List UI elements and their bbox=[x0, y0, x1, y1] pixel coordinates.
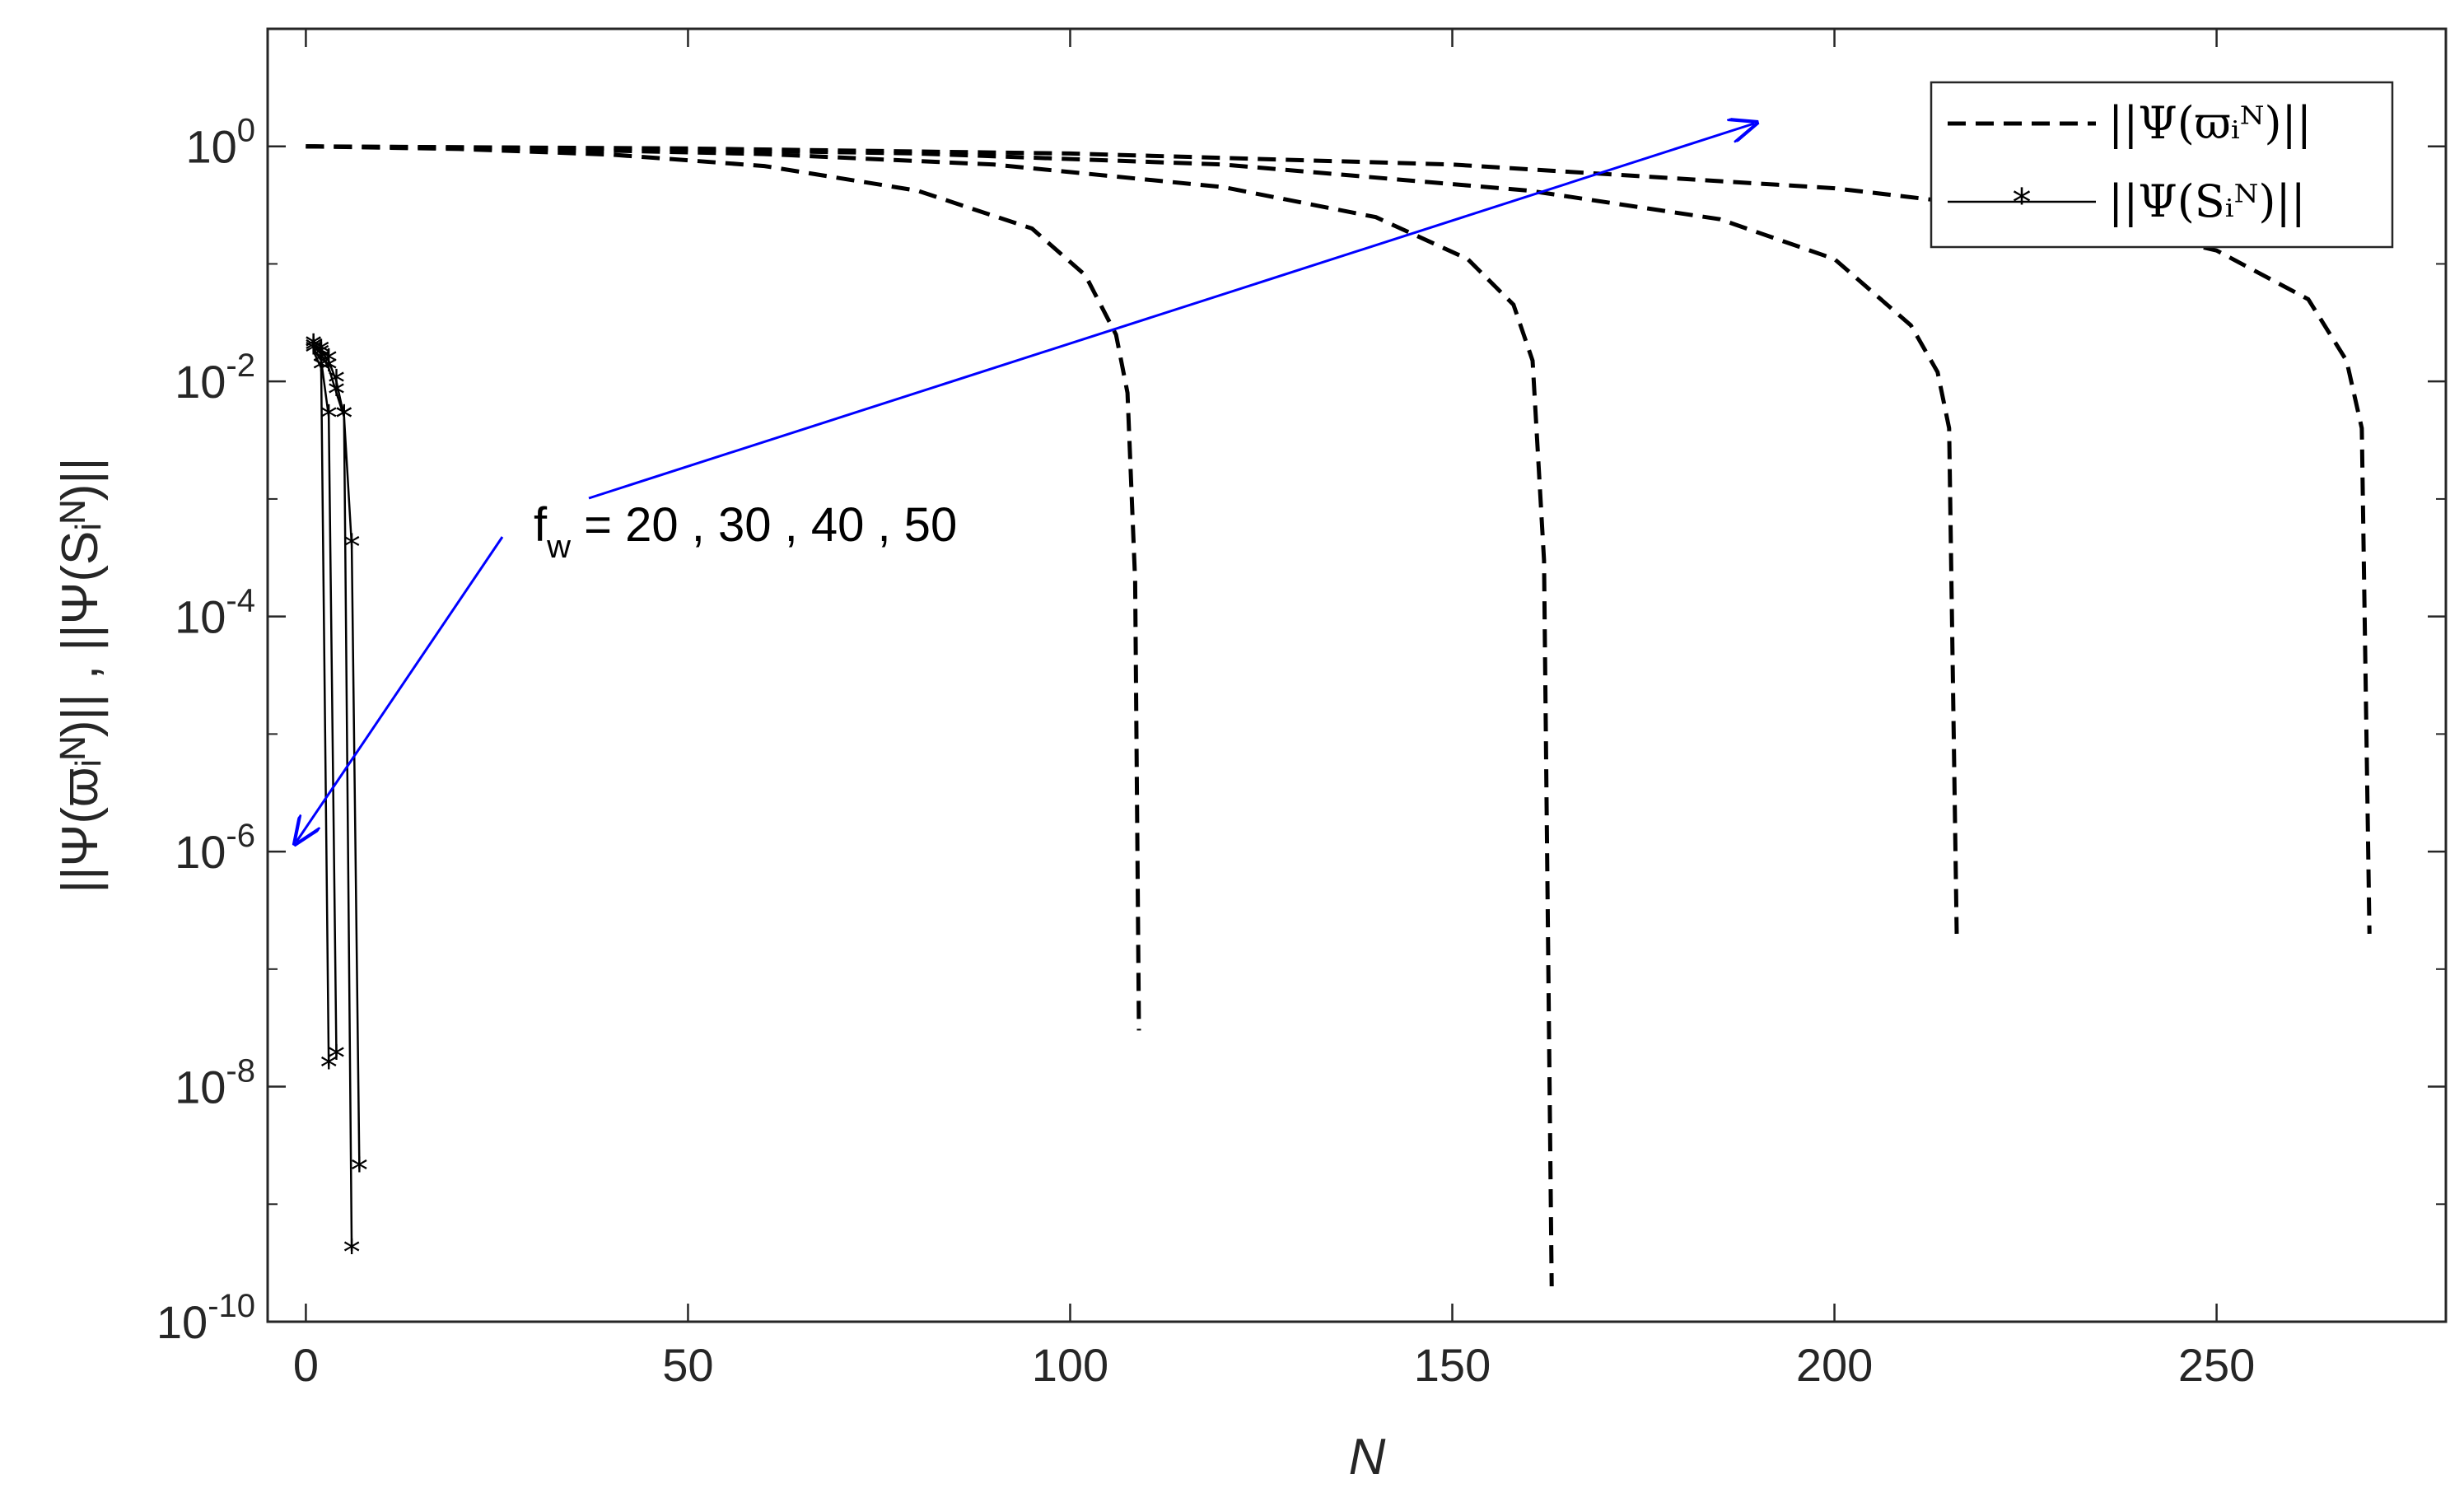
annotation-label: fw = 20 , 30 , 40 , 50 bbox=[534, 498, 957, 565]
star-marker: * bbox=[320, 1047, 338, 1087]
x-tick-label: 100 bbox=[1032, 1339, 1108, 1391]
legend-box bbox=[1930, 81, 2394, 249]
star-marker: * bbox=[305, 333, 322, 373]
dashed-series-line bbox=[306, 144, 1554, 1287]
star-marker: * bbox=[328, 1038, 345, 1078]
x-tick-label: 150 bbox=[1414, 1339, 1491, 1391]
y-tick-label: 10-10 bbox=[156, 1288, 255, 1348]
annotation-arrow-up bbox=[588, 124, 1754, 500]
tick-labels: 0 50 100 150 200 250 10-10 10-8 10-6 10-4 10-2 100 bbox=[156, 113, 2255, 1391]
star-marker: * bbox=[343, 1232, 361, 1272]
star-series-line bbox=[312, 345, 361, 1169]
y-tick-label: 10-4 bbox=[175, 583, 255, 643]
y-tick-label: 100 bbox=[185, 113, 255, 173]
star-marker: * bbox=[343, 527, 361, 567]
dashed-series-line bbox=[306, 144, 1141, 1031]
x-axis-label: N bbox=[1349, 1429, 1386, 1486]
y-tick-label: 10-2 bbox=[175, 348, 255, 408]
y-axis-label: ||Ψ(ϖᵢᴺ)|| , ||Ψ(Sᵢᴺ)|| bbox=[52, 457, 109, 893]
annotation-arrow-down bbox=[296, 536, 504, 842]
star-marker: * bbox=[320, 342, 338, 382]
star-series-line bbox=[312, 345, 353, 1252]
star-marker: * bbox=[305, 327, 322, 367]
star-marker: * bbox=[335, 398, 352, 438]
star-marker: * bbox=[312, 335, 329, 376]
plot-frame bbox=[266, 27, 2448, 1323]
series-group: ******************** bbox=[305, 144, 2372, 1287]
legend: ||Ψ(ϖᵢᴺ)|| * ||Ψ(Sᵢᴺ)|| bbox=[1930, 81, 2394, 249]
star-marker: * bbox=[312, 342, 329, 382]
x-tick-label: 50 bbox=[662, 1339, 713, 1391]
x-tick-label: 250 bbox=[2178, 1339, 2255, 1391]
legend-label-1: ||Ψ(ϖᵢᴺ)|| bbox=[2108, 97, 2312, 149]
x-tick-label: 0 bbox=[293, 1339, 319, 1391]
y-tick-label: 10-8 bbox=[175, 1053, 255, 1113]
x-tick-label: 200 bbox=[1796, 1339, 1873, 1391]
dashed-series-line bbox=[306, 144, 2372, 934]
y-tick-label: 10-6 bbox=[175, 818, 255, 878]
star-series-line bbox=[312, 348, 338, 1057]
star-marker: * bbox=[305, 329, 322, 370]
star-marker: * bbox=[328, 362, 345, 403]
legend-label-2: ||Ψ(Sᵢᴺ)|| bbox=[2108, 175, 2306, 227]
star-marker: * bbox=[305, 327, 322, 367]
star-marker: * bbox=[312, 333, 329, 373]
star-marker: * bbox=[351, 1150, 368, 1190]
star-marker: * bbox=[312, 349, 329, 390]
star-marker: * bbox=[320, 398, 338, 438]
legend-star-marker: * bbox=[2013, 180, 2032, 225]
star-marker: * bbox=[320, 349, 338, 390]
